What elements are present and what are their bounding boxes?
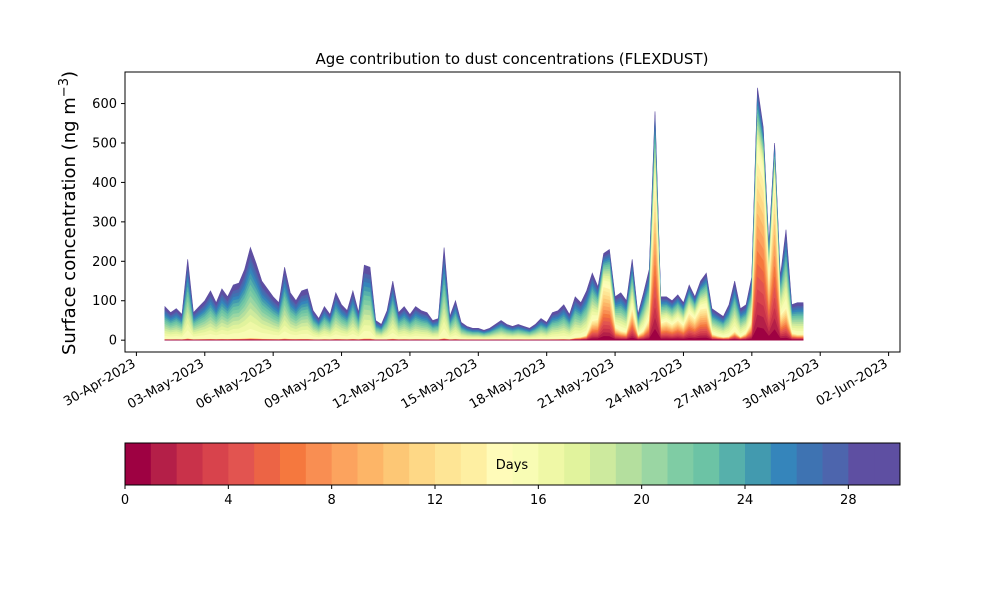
y-tick-label: 200 — [92, 255, 117, 270]
colorbar-segment — [745, 443, 772, 485]
colorbar-segment — [641, 443, 668, 485]
colorbar-tick-label: 4 — [224, 493, 232, 508]
age-band-18 — [164, 130, 804, 341]
colorbar-segment — [125, 443, 152, 485]
colorbar-segment — [770, 443, 798, 485]
colorbar: 0 4 8 12 16 20 24 28 — [121, 442, 901, 508]
colorbar-tick-label: 0 — [121, 493, 129, 508]
colorbar-segment — [150, 443, 178, 485]
colorbar-segment — [590, 443, 617, 485]
y-tick-label: 400 — [92, 176, 117, 191]
colorbar-segment — [822, 443, 849, 485]
colorbar-frame — [124, 442, 901, 486]
plot-frame — [124, 71, 901, 353]
x-tick-label: 15-May-2023 — [399, 356, 481, 412]
colorbar-segment — [667, 443, 694, 485]
colorbar-segment — [435, 443, 462, 485]
colorbar-tick-label: 28 — [840, 493, 857, 508]
age-band-16 — [164, 139, 804, 341]
colorbar-segment — [409, 443, 436, 485]
colorbar-segment — [202, 443, 229, 485]
colorbar-segment — [512, 443, 539, 485]
y-axis-label: Surface concentration (ng m−3) — [57, 71, 80, 355]
colorbar-tick-label: 24 — [737, 493, 754, 508]
colorbar-segment — [331, 443, 358, 485]
x-tick-label: 02-Jun-2023 — [814, 356, 891, 409]
colorbar-tick-label: 8 — [328, 493, 336, 508]
colorbar-tick-label: 16 — [530, 493, 547, 508]
x-tick-label: 27-May-2023 — [672, 356, 754, 412]
colorbar-label: Days — [496, 458, 529, 473]
colorbar-segment — [305, 443, 333, 485]
age-band-19 — [164, 126, 804, 341]
age-band-20 — [164, 121, 804, 341]
x-tick-label: 09-May-2023 — [262, 356, 344, 412]
x-tick-label: 21-May-2023 — [535, 356, 617, 412]
colorbar-segment — [383, 443, 410, 485]
x-tick-label: 03-May-2023 — [125, 356, 207, 412]
x-tick-label: 24-May-2023 — [604, 356, 686, 412]
y-tick-label: 500 — [92, 136, 117, 151]
x-axis: 30-Apr-202303-May-202306-May-202309-May-… — [61, 352, 891, 412]
y-tick-label: 300 — [92, 215, 117, 230]
y-axis: 0 100 200 300 400 500 600 — [92, 97, 125, 349]
colorbar-segment — [564, 443, 591, 485]
colorbar-segment — [615, 443, 643, 485]
age-band-21 — [164, 117, 804, 341]
y-tick-label: 100 — [92, 294, 117, 309]
colorbar-segment — [874, 443, 901, 485]
age-band-17 — [164, 134, 804, 341]
y-tick-label: 0 — [109, 334, 117, 349]
y-tick-label: 600 — [92, 97, 117, 112]
colorbar-segment — [848, 443, 875, 485]
chart-title: Age contribution to dust concentrations … — [316, 50, 709, 68]
x-tick-label: 12-May-2023 — [330, 356, 412, 412]
colorbar-tick-label: 12 — [427, 493, 444, 508]
colorbar-segment — [460, 443, 488, 485]
x-tick-label: 30-May-2023 — [741, 356, 823, 412]
age-band-15 — [164, 144, 804, 341]
colorbar-segment — [796, 443, 823, 485]
stacked-areas — [164, 87, 804, 341]
colorbar-segment — [357, 443, 384, 485]
colorbar-segment — [254, 443, 281, 485]
colorbar-tick-label: 20 — [633, 493, 650, 508]
colorbar-segment — [486, 443, 513, 485]
colorbar-segment — [280, 443, 307, 485]
age-band-0 — [164, 327, 804, 341]
colorbar-segment — [176, 443, 203, 485]
colorbar-segment — [228, 443, 255, 485]
colorbar-segment — [538, 443, 565, 485]
x-tick-label: 06-May-2023 — [193, 356, 275, 412]
x-tick-label: 18-May-2023 — [467, 356, 549, 412]
colorbar-segment — [719, 443, 746, 485]
colorbar-segment — [693, 443, 720, 485]
